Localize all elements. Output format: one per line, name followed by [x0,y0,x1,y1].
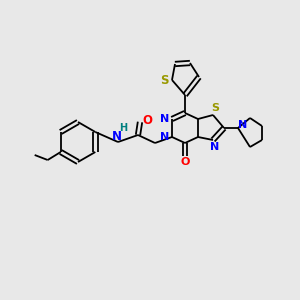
Text: S: S [160,74,168,86]
Text: N: N [160,132,169,142]
Text: N: N [238,120,247,130]
Text: N: N [112,130,122,142]
Text: O: O [180,157,190,167]
Text: O: O [142,113,152,127]
Text: H: H [119,123,127,133]
Text: N: N [160,114,169,124]
Text: N: N [210,142,220,152]
Text: S: S [211,103,219,113]
